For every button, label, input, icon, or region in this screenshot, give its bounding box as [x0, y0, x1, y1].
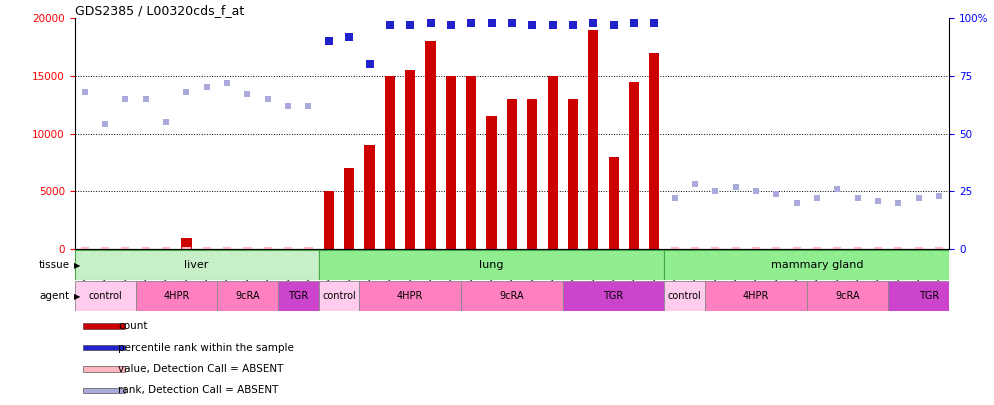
Bar [445, 76, 456, 249]
Text: value, Detection Call = ABSENT: value, Detection Call = ABSENT [118, 364, 283, 374]
Bar [284, 247, 292, 249]
Bar [732, 247, 740, 249]
Bar [83, 388, 125, 393]
Text: TGR: TGR [288, 291, 308, 301]
Text: control: control [322, 291, 356, 301]
Bar [807, 281, 889, 311]
Bar [425, 41, 435, 249]
Bar [705, 281, 807, 311]
Text: mammary gland: mammary gland [770, 260, 864, 270]
Text: 4HPR: 4HPR [163, 291, 190, 301]
Bar [75, 281, 135, 311]
Text: count: count [118, 321, 148, 331]
Bar [304, 247, 312, 249]
Bar [664, 281, 705, 311]
Bar [365, 145, 375, 249]
Bar [649, 53, 659, 249]
Bar [203, 247, 211, 249]
Bar [813, 247, 821, 249]
Bar [324, 192, 334, 249]
Bar [772, 247, 780, 249]
Bar [664, 250, 969, 280]
Bar [461, 281, 563, 311]
Bar [75, 250, 319, 280]
Bar [895, 247, 903, 249]
Text: ▶: ▶ [74, 292, 81, 301]
Text: TGR: TGR [918, 291, 939, 301]
Bar [181, 237, 192, 249]
Bar [608, 157, 618, 249]
Text: 9cRA: 9cRA [500, 291, 524, 301]
Bar [935, 247, 943, 249]
Text: percentile rank within the sample: percentile rank within the sample [118, 343, 294, 352]
Text: TGR: TGR [603, 291, 624, 301]
Bar [914, 247, 922, 249]
Bar [854, 247, 862, 249]
Text: GDS2385 / L00320cds_f_at: GDS2385 / L00320cds_f_at [75, 4, 244, 17]
Bar [83, 345, 125, 350]
Bar [83, 324, 125, 329]
Bar [568, 99, 579, 249]
Bar [162, 247, 170, 249]
Bar [466, 76, 476, 249]
Bar [588, 30, 598, 249]
Bar [712, 247, 720, 249]
Bar [319, 250, 664, 280]
Bar [486, 116, 497, 249]
Text: ▶: ▶ [74, 260, 81, 270]
Bar [751, 247, 760, 249]
Bar [142, 247, 150, 249]
Text: liver: liver [185, 260, 209, 270]
Text: 4HPR: 4HPR [743, 291, 769, 301]
Bar [671, 247, 679, 249]
Bar [527, 99, 538, 249]
Bar [344, 168, 354, 249]
Bar [833, 247, 842, 249]
Text: 4HPR: 4HPR [397, 291, 423, 301]
Bar [507, 99, 517, 249]
Text: 9cRA: 9cRA [236, 291, 259, 301]
Bar [121, 247, 129, 249]
Bar [81, 247, 88, 249]
Bar [217, 281, 278, 311]
Bar [563, 281, 664, 311]
Text: tissue: tissue [39, 260, 70, 270]
Bar [319, 281, 360, 311]
Text: control: control [668, 291, 702, 301]
Text: rank, Detection Call = ABSENT: rank, Detection Call = ABSENT [118, 385, 278, 395]
Bar [629, 82, 639, 249]
Text: lung: lung [479, 260, 504, 270]
Bar [360, 281, 461, 311]
Bar [101, 247, 109, 249]
Bar [182, 247, 191, 249]
Bar [278, 281, 319, 311]
Bar [889, 281, 969, 311]
Bar [135, 281, 217, 311]
Bar [83, 366, 125, 372]
Text: agent: agent [40, 291, 70, 301]
Text: control: control [88, 291, 122, 301]
Text: 9cRA: 9cRA [835, 291, 860, 301]
Bar [691, 247, 699, 249]
Bar [263, 247, 272, 249]
Bar [244, 247, 251, 249]
Bar [874, 247, 882, 249]
Bar [223, 247, 232, 249]
Bar [548, 76, 558, 249]
Bar [792, 247, 801, 249]
Bar [406, 70, 415, 249]
Bar [385, 76, 395, 249]
